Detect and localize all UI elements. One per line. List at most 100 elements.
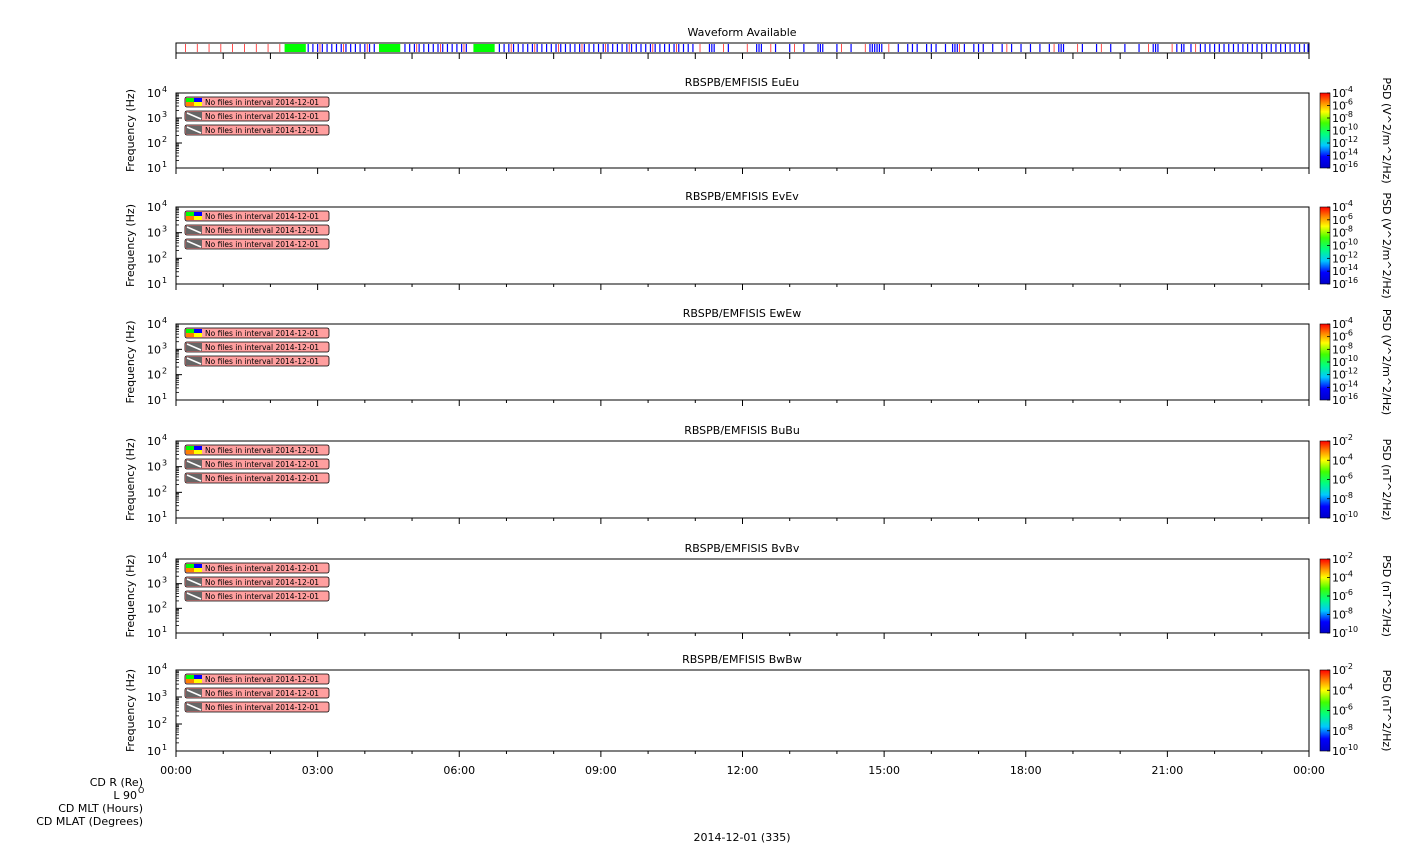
colorbar-tick-exponent: -6 — [1345, 98, 1353, 107]
colorbar-tick-label: 10 — [1332, 369, 1346, 382]
colorbar-tick-exponent: -8 — [1345, 110, 1353, 119]
y-tick-label: 10 — [147, 227, 161, 240]
colorbar-tick-label: 10 — [1332, 664, 1346, 677]
no-files-legend: No files in interval 2014-12-01 No files … — [184, 210, 330, 250]
no-files-box — [184, 327, 330, 339]
no-files-box — [184, 590, 330, 602]
no-files-text: No files in interval 2014-12-01 — [205, 112, 319, 121]
colorbar-tick-label: 10 — [1332, 227, 1346, 240]
legend-swatch-slash — [186, 474, 202, 482]
legend-swatch-green — [186, 212, 194, 216]
colorbar-label: PSD (nT^2/Hz) — [1380, 670, 1393, 752]
colorbar-tick-exponent: -6 — [1345, 329, 1353, 338]
x-tick-label: 12:00 — [727, 764, 759, 777]
y-tick-label: 10 — [147, 578, 161, 591]
colorbar-tick-label: 10 — [1332, 150, 1346, 163]
legend-swatch-slash — [186, 689, 202, 697]
colorbar-tick-label: 10 — [1332, 705, 1346, 718]
no-files-box — [184, 124, 330, 136]
y-axis-label: Frequency (Hz) — [124, 204, 137, 287]
legend-swatch-blue — [194, 329, 202, 333]
no-files-text: No files in interval 2014-12-01 — [205, 446, 319, 455]
colorbar-tick-exponent: -14 — [1345, 148, 1358, 157]
no-files-box — [184, 701, 330, 713]
y-tick-label: 10 — [147, 162, 161, 175]
y-tick-label: 10 — [147, 137, 161, 150]
colorbar-tick-label: 10 — [1332, 265, 1346, 278]
no-files-box — [184, 224, 330, 236]
colorbar-label: PSD (V^2/m^2/Hz) — [1380, 77, 1393, 183]
legend-swatch-orange — [186, 102, 194, 106]
colorbar-tick-label: 10 — [1332, 684, 1346, 697]
y-axis-label: Frequency (Hz) — [124, 89, 137, 172]
legend-swatch-yellow — [194, 102, 202, 106]
colorbar-tick-exponent: -4 — [1345, 316, 1353, 325]
ephemeris-labels: CD R (Re) L 90 O CD MLT (Hours) CD MLAT … — [36, 776, 144, 828]
colorbar-tick-label: 10 — [1332, 201, 1346, 214]
y-tick-exponent: 2 — [162, 367, 167, 376]
legend-swatch-orange — [186, 450, 194, 454]
no-files-text: No files in interval 2014-12-01 — [205, 460, 319, 469]
waveform-ticks — [175, 53, 1310, 59]
colorbar-tick-label: 10 — [1332, 609, 1346, 622]
panel-frame — [175, 92, 1310, 169]
legend-swatch-yellow — [194, 568, 202, 572]
colorbar-tick-label: 10 — [1332, 474, 1346, 487]
colorbar-tick-label: 10 — [1332, 125, 1346, 138]
legend-swatch-slash — [186, 357, 202, 365]
colorbar-tick-label: 10 — [1332, 590, 1346, 603]
no-files-legend: No files in interval 2014-12-01 No files … — [184, 444, 330, 484]
y-tick-exponent: 4 — [162, 199, 167, 208]
panel-frame — [175, 558, 1310, 634]
colorbar-tick-label: 10 — [1332, 87, 1346, 100]
panel-title: RBSPB/EMFISIS BvBv — [685, 542, 800, 555]
legend-swatch-orange — [186, 679, 194, 683]
legend-swatch-slash — [186, 460, 202, 468]
y-tick-label: 10 — [147, 201, 161, 214]
y-tick-exponent: 4 — [162, 316, 167, 325]
colorbar-tick-label: 10 — [1332, 745, 1346, 758]
y-tick-exponent: 2 — [162, 716, 167, 725]
no-files-box — [184, 687, 330, 699]
colorbar-tick-exponent: -12 — [1345, 135, 1358, 144]
no-files-text: No files in interval 2014-12-01 — [205, 474, 319, 483]
y-tick-exponent: 3 — [162, 576, 167, 585]
colorbar-tick-exponent: -12 — [1345, 250, 1358, 259]
no-files-box — [184, 210, 330, 222]
y-tick-exponent: 3 — [162, 459, 167, 468]
no-files-box — [184, 562, 330, 574]
date-label: 2014-12-01 (335) — [693, 831, 790, 844]
colorbar-tick-label: 10 — [1332, 572, 1346, 585]
colorbar-tick-exponent: -16 — [1345, 276, 1358, 285]
colorbar-tick-exponent: -14 — [1345, 379, 1358, 388]
no-files-box — [184, 238, 330, 250]
legend-swatch-orange — [186, 333, 194, 337]
colorbar-tick-label: 10 — [1332, 137, 1346, 150]
no-files-box — [184, 673, 330, 685]
y-tick-label: 10 — [147, 512, 161, 525]
colorbar-tick-exponent: -14 — [1345, 263, 1358, 272]
y-tick-exponent: 1 — [162, 743, 167, 752]
legend-swatch-orange — [186, 216, 194, 220]
colorbar-tick-exponent: -4 — [1345, 682, 1353, 691]
no-files-box — [184, 444, 330, 456]
legend-swatch-blue — [194, 564, 202, 568]
waveform-title: Waveform Available — [687, 26, 796, 39]
ephem-label-l-superscript: O — [138, 786, 144, 795]
y-tick-label: 10 — [147, 553, 161, 566]
y-tick-label: 10 — [147, 252, 161, 265]
panel-frame — [175, 323, 1310, 401]
legend-swatch-blue — [194, 212, 202, 216]
legend-swatch-yellow — [194, 679, 202, 683]
y-tick-exponent: 3 — [162, 225, 167, 234]
legend-swatch-green — [186, 564, 194, 568]
waveform-green-span — [284, 44, 306, 52]
y-tick-exponent: 1 — [162, 160, 167, 169]
y-tick-label: 10 — [147, 461, 161, 474]
legend-swatch-blue — [194, 446, 202, 450]
colorbar-tick-label: 10 — [1332, 435, 1346, 448]
colorbar-tick-exponent: -2 — [1345, 433, 1353, 442]
